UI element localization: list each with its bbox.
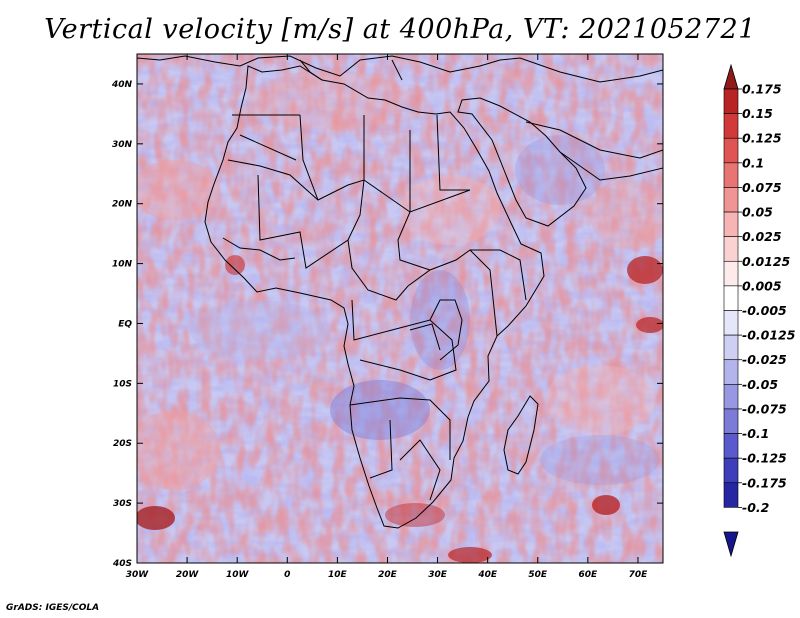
colorbar-swatch [723, 384, 739, 410]
madagascar-coastline [503, 395, 539, 475]
colorbar-label: 0.125 [742, 131, 782, 146]
colorbar-swatch [723, 482, 739, 508]
colorbar-swatch [723, 236, 739, 262]
lon-tick-label: 60E [579, 570, 599, 580]
velocity-field [137, 54, 663, 563]
colorbar-label: 0.05 [742, 205, 773, 220]
colorbar-label: 0.15 [742, 106, 773, 121]
colorbar-swatch [723, 359, 739, 385]
colorbar-swatch [723, 187, 739, 213]
colorbar-swatch [723, 433, 739, 459]
lat-tick-label: 30N [112, 140, 133, 150]
lon-tick-label: 30E [428, 570, 448, 580]
colorbar-swatch [723, 334, 739, 361]
lon-tick-label: 70E [629, 570, 649, 580]
chart-title: Vertical velocity [m/s] at 400hPa, VT: 2… [44, 14, 756, 45]
colorbar-label: 0.005 [742, 278, 782, 293]
colorbar-swatch [723, 162, 739, 188]
lon-tick-label: 0 [284, 570, 290, 580]
lat-tick-label: 40S [112, 559, 132, 569]
lat-tick-label: 10S [113, 379, 132, 389]
lon-tick-label: 50E [528, 570, 548, 580]
lat-tick-label: 40N [111, 80, 133, 90]
colorbar-swatch [723, 137, 739, 164]
lon-tick-label: 10W [226, 570, 250, 580]
lat-tick-label: 30S [113, 499, 132, 509]
coastlines [137, 55, 663, 529]
colorbar-label: -0.2 [742, 500, 769, 515]
africa-coastline [204, 65, 545, 529]
colorbar-label: -0.125 [742, 451, 787, 466]
colorbar-label: -0.1 [742, 426, 769, 441]
colorbar-swatch [723, 113, 739, 139]
colorbar-swatch [723, 408, 739, 434]
colorbar-swatch [723, 285, 739, 311]
colorbar-label: 0.1 [742, 155, 764, 170]
colorbar-bottom-arrow [723, 531, 739, 558]
plot-frame [136, 53, 664, 564]
lon-tick-label: 20W [176, 570, 200, 580]
colorbar-swatch [723, 211, 739, 237]
colorbar-swatch [723, 88, 739, 114]
colorbar-label: 0.0125 [742, 254, 791, 269]
lon-tick-label: 20E [378, 570, 398, 580]
colorbar: 0.175 0.15 0.125 0.1 0.075 0.05 0.025 0.0125 0.0… [723, 63, 796, 558]
lat-tick-label: 20S [113, 439, 132, 449]
lon-tick-label: 10E [328, 570, 348, 580]
lat-tick-label: 10N [112, 260, 133, 270]
colorbar-label: -0.05 [742, 377, 778, 392]
credit-label: GrADS: IGES/COLA [6, 603, 100, 613]
axis-ticks: 30W 20W 10W 0 10E 20E 30E 40E 50E 60E 70E 40N 30N 20N… [111, 54, 663, 580]
colorbar-swatch [723, 310, 739, 336]
colorbar-swatch [723, 260, 739, 287]
arabia-coastline [457, 97, 587, 227]
colorbar-label: -0.0125 [742, 328, 796, 343]
colorbar-label: -0.075 [742, 401, 787, 416]
colorbar-top-arrow [723, 63, 739, 90]
lon-tick-label: 40E [477, 570, 498, 580]
colorbar-label: 0.025 [742, 229, 782, 244]
colorbar-label: -0.005 [742, 303, 787, 318]
colorbar-swatch [723, 457, 739, 484]
colorbar-label: 0.175 [742, 82, 782, 97]
colorbar-label: 0.075 [742, 180, 782, 195]
europe-coastline [137, 55, 501, 77]
colorbar-label: -0.025 [742, 352, 787, 367]
lat-tick-label: 20N [112, 200, 133, 210]
colorbar-label: -0.175 [742, 475, 787, 490]
lat-tick-label: EQ [118, 319, 132, 329]
lon-tick-label: 30W [126, 570, 150, 580]
